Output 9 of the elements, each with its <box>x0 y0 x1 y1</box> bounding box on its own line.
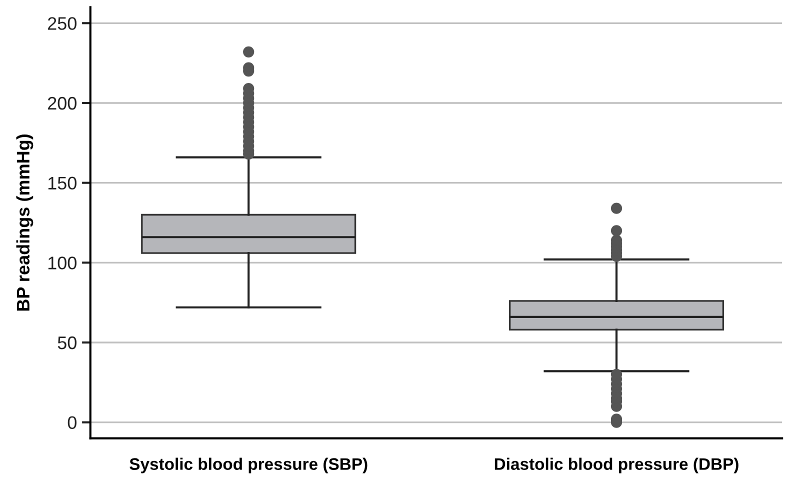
y-tick-label: 250 <box>48 17 76 30</box>
y-tick-label: 200 <box>48 96 76 110</box>
x-tick-label: Systolic blood pressure (SBP) <box>130 458 368 474</box>
y-tick-label: 150 <box>48 176 76 190</box>
y-tick-label: 0 <box>68 416 76 430</box>
y-axis-title: BP readings (mmHg) <box>16 134 34 311</box>
x-tick-label: Diastolic blood pressure (DBP) <box>494 458 738 474</box>
y-tick-label: 50 <box>58 336 76 350</box>
y-tick-label: 100 <box>48 256 76 270</box>
